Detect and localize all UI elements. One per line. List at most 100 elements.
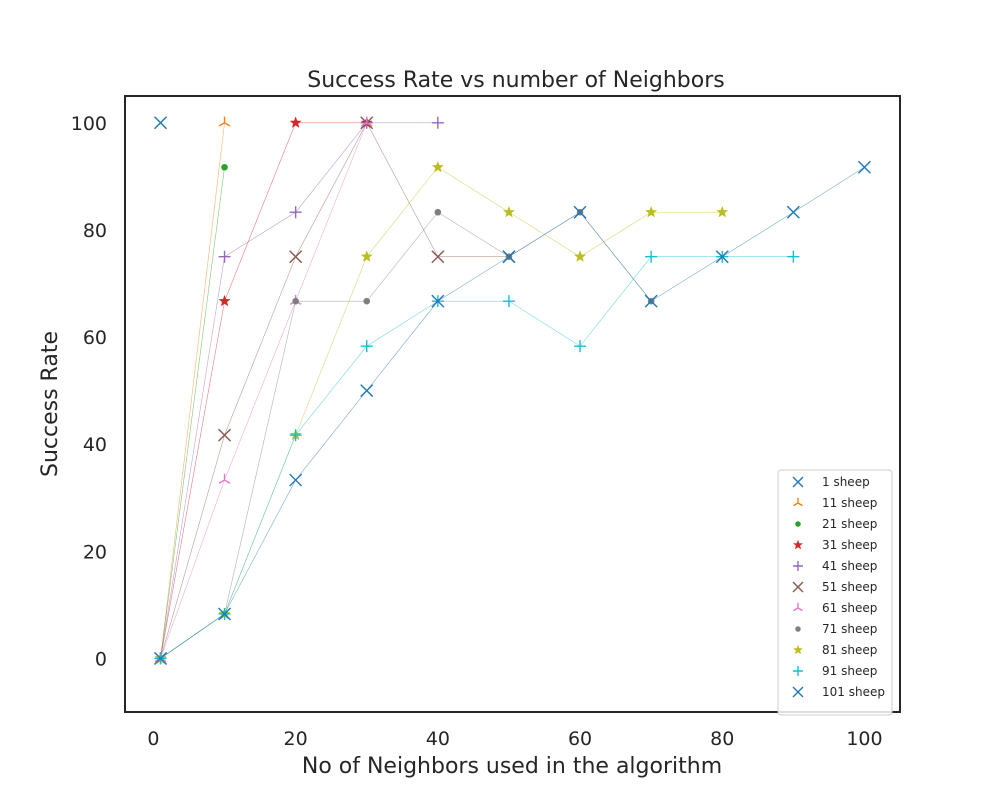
series-5 <box>154 116 444 665</box>
data-point <box>218 607 232 621</box>
series-11 <box>154 160 871 665</box>
legend-item: 101 sheep <box>792 685 885 699</box>
series-line <box>160 211 652 659</box>
data-point <box>363 297 371 305</box>
legend-marker <box>792 476 804 488</box>
legend-item: 41 sheep <box>793 559 877 573</box>
series-line <box>160 122 367 659</box>
data-point <box>786 205 800 219</box>
chart-title: Success Rate vs number of Neighbors <box>307 68 724 93</box>
data-point <box>645 250 658 263</box>
legend-item: 81 sheep <box>793 643 877 657</box>
series-line <box>160 122 368 659</box>
data-point <box>502 250 516 264</box>
data-point <box>574 340 587 353</box>
legend-marker <box>792 686 804 698</box>
legend-label: 71 sheep <box>822 622 877 636</box>
series-line <box>160 166 865 659</box>
series-2 <box>154 116 231 663</box>
series-line <box>160 122 438 659</box>
data-point <box>289 250 303 264</box>
data-point <box>502 295 515 308</box>
data-point <box>218 250 231 263</box>
series-line <box>160 167 225 659</box>
data-point <box>218 428 232 442</box>
x-tick-label: 80 <box>710 728 734 750</box>
data-point <box>221 163 228 171</box>
legend-marker <box>793 539 803 550</box>
legend-label: 41 sheep <box>822 559 877 573</box>
data-point <box>289 473 303 487</box>
data-point <box>574 250 587 262</box>
x-tick-label: 20 <box>284 728 308 750</box>
x-tick-label: 100 <box>846 728 882 750</box>
data-point <box>360 340 373 353</box>
y-tick-label: 80 <box>83 220 107 242</box>
data-point <box>434 208 442 216</box>
plot-layer <box>154 116 871 665</box>
data-point <box>787 250 800 263</box>
legend-frame <box>777 469 893 716</box>
x-tick-label: 0 <box>147 728 159 750</box>
legend-label: 11 sheep <box>822 496 877 510</box>
legend-label: 101 sheep <box>822 685 885 699</box>
legend-item: 91 sheep <box>793 664 877 678</box>
data-point <box>292 297 299 305</box>
series-1 <box>154 116 168 130</box>
legend-marker <box>795 521 801 527</box>
legend-label: 51 sheep <box>822 580 877 594</box>
legend-label: 21 sheep <box>822 517 877 531</box>
y-axis-label: Success Rate <box>38 331 63 477</box>
series-10 <box>154 250 800 665</box>
legend-marker <box>793 666 803 676</box>
series-4 <box>154 116 373 664</box>
legend-label: 81 sheep <box>822 643 877 657</box>
series-8 <box>157 208 655 662</box>
series-3 <box>157 163 228 662</box>
legend-marker <box>793 497 803 507</box>
series-line <box>160 122 509 659</box>
y-tick-label: 60 <box>83 327 107 349</box>
data-point <box>431 250 445 264</box>
legend-label: 31 sheep <box>822 538 877 552</box>
plot-frame <box>124 95 901 713</box>
data-point <box>431 160 444 173</box>
x-tick-label: 60 <box>568 728 592 750</box>
legend-item: 71 sheep <box>795 622 877 636</box>
x-axis-label: No of Neighbors used in the algorithm <box>302 754 722 779</box>
legend-marker <box>793 644 803 655</box>
data-point <box>289 206 302 219</box>
y-tick-label: 40 <box>83 434 107 456</box>
data-point <box>154 116 168 130</box>
series-line <box>160 122 225 659</box>
series-7 <box>154 116 373 663</box>
data-point <box>645 205 658 218</box>
legend-item: 61 sheep <box>793 601 877 615</box>
legend-label: 1 sheep <box>822 475 870 489</box>
data-point <box>360 250 373 262</box>
y-tick-label: 100 <box>71 113 107 135</box>
legend-label: 61 sheep <box>822 601 877 615</box>
y-tick-label: 20 <box>83 541 107 563</box>
series-9 <box>154 160 729 664</box>
series-line <box>160 256 794 659</box>
data-point <box>431 294 445 308</box>
legend-item: 51 sheep <box>792 580 877 594</box>
legend-label: 91 sheep <box>822 664 877 678</box>
y-tick-label: 0 <box>95 648 107 670</box>
legend-item: 11 sheep <box>793 496 877 510</box>
data-point <box>715 250 729 264</box>
data-point <box>218 116 231 127</box>
data-point <box>154 651 168 665</box>
legend-marker <box>793 602 803 612</box>
data-point <box>573 205 587 219</box>
legend-marker <box>795 626 801 632</box>
x-tick-label: 40 <box>426 728 450 750</box>
legend-marker <box>793 561 803 571</box>
legend-item: 31 sheep <box>793 538 877 552</box>
data-point <box>218 473 231 484</box>
data-point <box>360 384 374 398</box>
data-point <box>716 205 729 218</box>
data-point <box>857 160 871 174</box>
